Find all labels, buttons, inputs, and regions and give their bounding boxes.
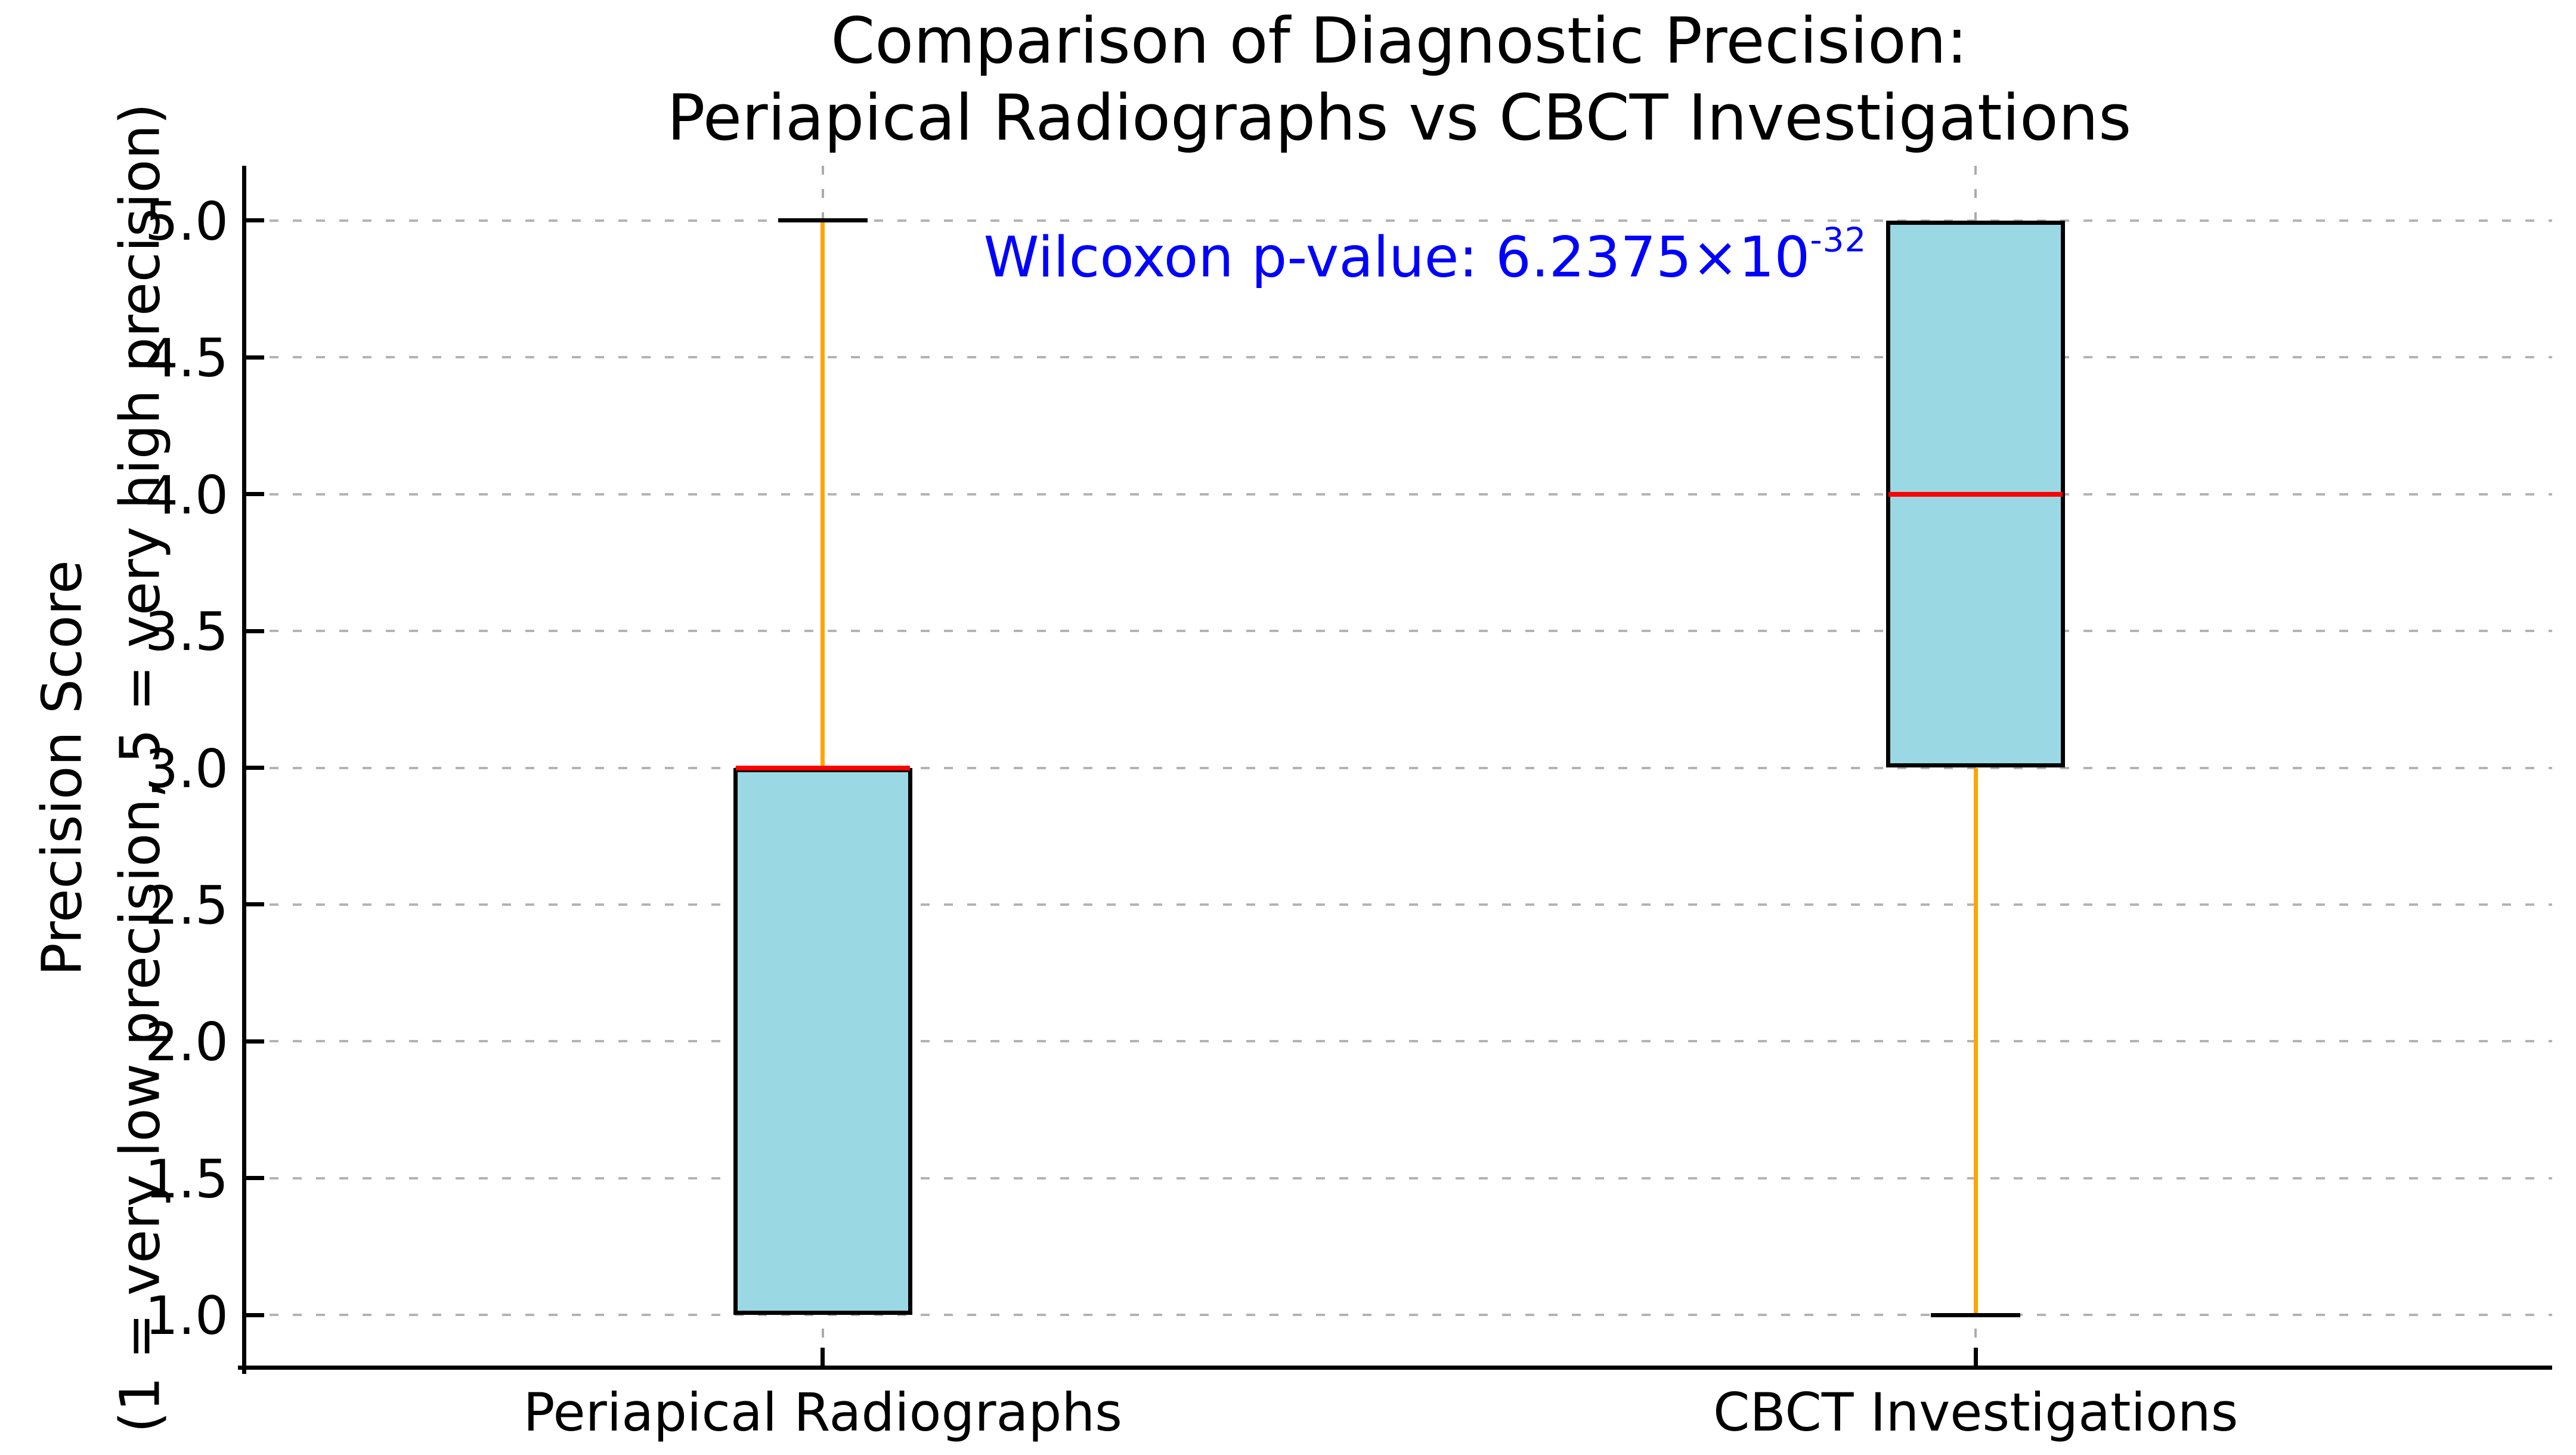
wilcoxon-pvalue-annotation: Wilcoxon p-value: 6.2375×10-32	[983, 221, 1867, 290]
ytick-label-2.0: 2.0	[145, 1011, 228, 1073]
gridline-y-3.0	[246, 766, 2552, 769]
ytick-mark-2.5	[246, 902, 264, 907]
y-axis-spine	[242, 166, 246, 1374]
ytick-mark-5.0	[246, 218, 264, 223]
xtick-mark-periapical-radiographs	[821, 1348, 825, 1366]
ytick-label-3.5: 3.5	[145, 601, 228, 663]
chart-title: Comparison of Diagnostic Precision: Peri…	[667, 4, 2132, 155]
box-periapical-radiographs	[733, 767, 912, 1315]
ytick-mark-4.0	[246, 492, 264, 497]
median-periapical-radiographs	[735, 765, 910, 770]
gridline-y-3.5	[246, 630, 2552, 633]
gridline-y-1.0	[246, 1314, 2552, 1317]
cap-lower-cbct-investigations	[1931, 1312, 2021, 1317]
ytick-label-4.5: 4.5	[145, 327, 228, 389]
gridline-y-2.5	[246, 903, 2552, 906]
gridline-y-2.0	[246, 1040, 2552, 1043]
ytick-label-2.5: 2.5	[145, 874, 228, 936]
ytick-label-1.0: 1.0	[145, 1285, 228, 1347]
xtick-mark-cbct-investigations	[1973, 1348, 1978, 1366]
gridline-y-1.5	[246, 1177, 2552, 1180]
wilcoxon-pvalue-exponent: -32	[1810, 221, 1867, 260]
ytick-mark-2.0	[246, 1039, 264, 1044]
cap-upper-periapical-radiographs	[778, 218, 868, 223]
xtick-label-periapical-radiographs: Periapical Radiographs	[523, 1382, 1122, 1443]
wilcoxon-pvalue-text: Wilcoxon p-value: 6.2375×10	[983, 225, 1810, 290]
median-cbct-investigations	[1888, 491, 2063, 497]
ytick-label-5.0: 5.0	[145, 190, 228, 252]
ytick-label-4.0: 4.0	[145, 464, 228, 526]
xtick-label-cbct-investigations: CBCT Investigations	[1713, 1382, 2238, 1443]
ytick-label-3.0: 3.0	[145, 738, 228, 800]
whisker-upper-periapical-radiographs	[821, 220, 825, 768]
gridline-y-4.5	[246, 356, 2552, 359]
gridline-y-5.0	[246, 219, 2552, 222]
ytick-mark-3.5	[246, 629, 264, 633]
x-axis-spine	[238, 1366, 2552, 1370]
ytick-mark-1.5	[246, 1176, 264, 1181]
ytick-mark-3.0	[246, 766, 264, 770]
ytick-mark-1.0	[246, 1312, 264, 1317]
ytick-mark-4.5	[246, 355, 264, 360]
whisker-lower-cbct-investigations	[1973, 767, 1978, 1315]
gridline-y-4.0	[246, 493, 2552, 496]
ytick-label-1.5: 1.5	[145, 1148, 228, 1210]
